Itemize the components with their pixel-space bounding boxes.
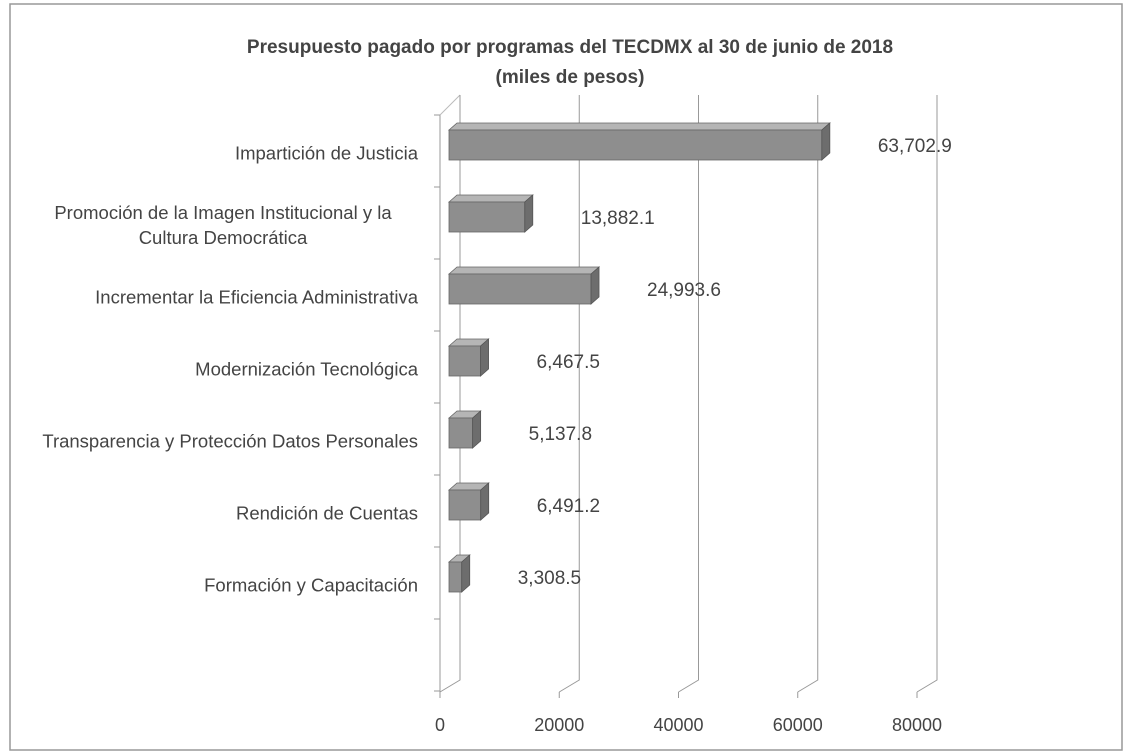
category-label: Promoción de la Imagen Institucional y l… <box>54 202 392 248</box>
bar-front <box>448 345 481 377</box>
category-label: Transparencia y Protección Datos Persona… <box>42 430 418 452</box>
bar <box>447 122 831 161</box>
bar-side <box>590 266 600 305</box>
bar <box>447 338 490 377</box>
wall-top <box>439 94 461 116</box>
bar-side <box>821 122 831 161</box>
value-label: 5,137.8 <box>529 424 592 445</box>
bar-side <box>461 554 471 593</box>
value-label: 3,308.5 <box>518 568 581 589</box>
bar-side <box>524 194 534 233</box>
category-label: Incrementar la Eficiencia Administrativa <box>95 286 418 308</box>
category-label: Modernización Tecnológica <box>195 358 418 380</box>
bar-side <box>472 410 482 449</box>
x-tick-label: 20000 <box>534 715 584 735</box>
bar <box>447 482 490 521</box>
value-label: 6,467.5 <box>537 352 600 373</box>
value-label: 13,882.1 <box>581 208 655 229</box>
bar <box>447 410 482 449</box>
x-tick-label: 40000 <box>653 715 703 735</box>
bar-front <box>448 489 482 521</box>
bar-front <box>448 129 823 161</box>
bar-top <box>447 266 601 275</box>
bar-front <box>448 201 526 233</box>
chart-subtitle: (miles de pesos) <box>496 67 645 88</box>
bar-top <box>447 194 534 203</box>
chart-border <box>9 3 1123 751</box>
bar-front <box>448 417 474 449</box>
bar-top <box>447 122 831 131</box>
category-label: Impartición de Justicia <box>234 142 418 164</box>
grid-line <box>916 95 938 693</box>
category-label: Formación y Capacitación <box>204 574 418 596</box>
value-label: 63,702.9 <box>878 136 952 157</box>
value-label: 6,491.2 <box>537 496 600 517</box>
chart-title: Presupuesto pagado por programas del TEC… <box>247 37 893 58</box>
grid-line <box>558 95 580 693</box>
grid-line <box>678 95 699 693</box>
bar-side <box>480 482 490 521</box>
value-label: 24,993.6 <box>647 280 721 301</box>
category-label: Rendición de Cuentas <box>235 502 418 524</box>
bar-front <box>448 273 592 305</box>
bar-side <box>480 338 489 377</box>
bar-front <box>448 561 463 593</box>
grid-line <box>439 95 461 693</box>
x-tick-label: 0 <box>435 715 445 735</box>
grid-line <box>797 95 819 693</box>
bar <box>447 554 471 593</box>
bar <box>447 266 601 305</box>
x-tick-label: 80000 <box>892 715 942 735</box>
x-tick-label: 60000 <box>773 715 823 735</box>
bar <box>447 194 534 233</box>
